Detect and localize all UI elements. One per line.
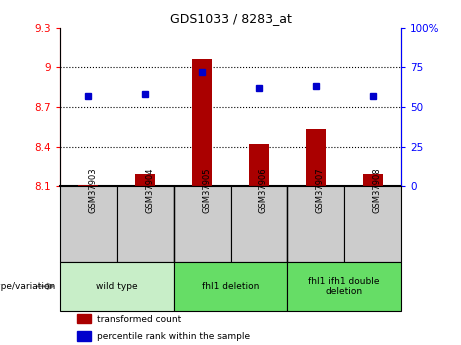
Bar [287, 262, 401, 310]
Bar [174, 262, 287, 310]
Bar [117, 186, 174, 262]
Text: fhl1 ifh1 double
deletion: fhl1 ifh1 double deletion [308, 277, 380, 296]
Bar [230, 186, 287, 262]
Bar [249, 144, 269, 186]
Text: GSM37906: GSM37906 [259, 167, 268, 213]
Text: wild type: wild type [96, 282, 137, 291]
Bar [287, 186, 344, 262]
Text: GSM37904: GSM37904 [145, 167, 154, 213]
Text: genotype/variation: genotype/variation [0, 282, 55, 291]
Text: fhl1 deletion: fhl1 deletion [202, 282, 259, 291]
Title: GDS1033 / 8283_at: GDS1033 / 8283_at [170, 12, 291, 25]
Text: transformed count: transformed count [97, 315, 182, 324]
Text: GSM37903: GSM37903 [89, 167, 97, 213]
Bar [174, 186, 230, 262]
Bar [135, 175, 155, 186]
Bar [60, 186, 117, 262]
Text: GSM37905: GSM37905 [202, 167, 211, 213]
Text: percentile rank within the sample: percentile rank within the sample [97, 332, 251, 341]
Bar [306, 129, 326, 186]
Bar [60, 262, 174, 310]
Bar [77, 331, 91, 341]
Bar [192, 59, 212, 186]
Bar [78, 185, 98, 186]
Bar [77, 314, 91, 323]
Text: GSM37908: GSM37908 [372, 167, 382, 213]
Bar [363, 175, 383, 186]
Bar [344, 186, 401, 262]
Text: GSM37907: GSM37907 [316, 167, 325, 213]
